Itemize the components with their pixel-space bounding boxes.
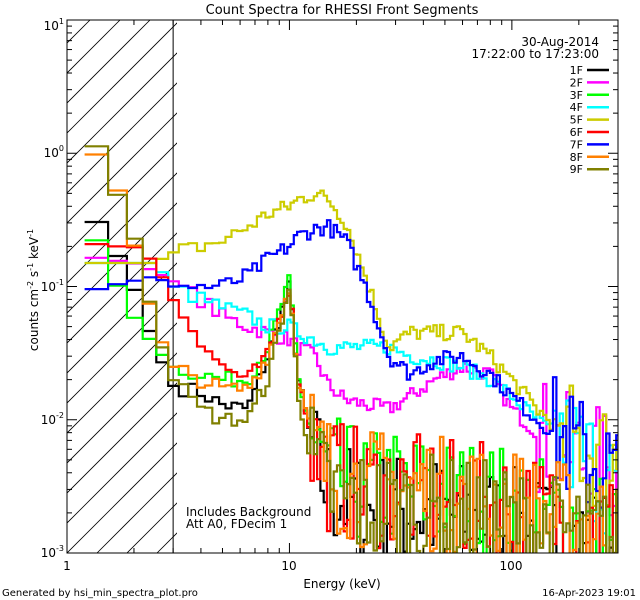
shade-hatch-line — [67, 22, 177, 134]
x-axis-label: Energy (keV) — [303, 577, 380, 591]
legend-label-2F: 2F — [570, 76, 583, 89]
shade-hatch-line — [67, 412, 177, 524]
y-tick-label-1e-3: 10-3 — [41, 544, 64, 560]
x-tick-10: 10 — [281, 559, 296, 573]
chart-title: Count Spectra for RHESSI Front Segments — [206, 3, 479, 18]
legend-label-6F: 6F — [570, 126, 583, 139]
y-axis-label: counts cm-2 s-1 keV-1 — [26, 229, 41, 351]
footer-timestamp: 16-Apr-2023 19:01 — [542, 588, 636, 599]
y-axis-ticks — [67, 25, 618, 554]
x-tick-100: 100 — [500, 559, 523, 573]
series-line-9F — [84, 145, 618, 553]
shade-hatch-line — [67, 172, 177, 284]
series-line-5F — [84, 189, 618, 508]
y-tick-label-1e0: 100 — [44, 144, 64, 160]
series-line-8F — [84, 153, 608, 553]
legend-time-range: 17:22:00 to 17:23:00 — [472, 47, 599, 61]
x-axis-ticks — [66, 20, 619, 553]
y-tick-label-1e-1: 10-1 — [41, 278, 64, 294]
shade-hatch-line — [67, 382, 177, 494]
annotation-attenuator: Att A0, FDecim 1 — [186, 517, 287, 531]
legend-label-8F: 8F — [570, 151, 583, 164]
legend-label-3F: 3F — [570, 89, 583, 102]
legend-label-7F: 7F — [570, 138, 583, 151]
legend-label-4F: 4F — [570, 101, 583, 114]
annotation-background: Includes Background — [186, 505, 311, 519]
legend-label-5F: 5F — [570, 114, 583, 127]
shade-hatch-line — [67, 442, 177, 553]
legend-label-1F: 1F — [570, 64, 583, 77]
x-tick-1: 1 — [63, 559, 71, 573]
y-tick-label-1e-2: 10-2 — [41, 411, 64, 427]
legend-date: 30-Aug-2014 — [521, 35, 599, 49]
y-tick-label-1e1: 101 — [44, 17, 64, 33]
shade-hatch-line — [67, 202, 177, 314]
legend-label-9F: 9F — [570, 163, 583, 176]
shade-hatch-line — [67, 232, 177, 344]
shade-hatch-line — [67, 352, 177, 464]
shade-hatch-line — [67, 20, 121, 74]
series-line-7F — [84, 219, 618, 509]
attenuator-shaded-region — [67, 20, 177, 553]
shade-hatch-line — [67, 20, 151, 104]
footer-generated-by: Generated by hsi_min_spectra_plot.pro — [2, 588, 198, 599]
